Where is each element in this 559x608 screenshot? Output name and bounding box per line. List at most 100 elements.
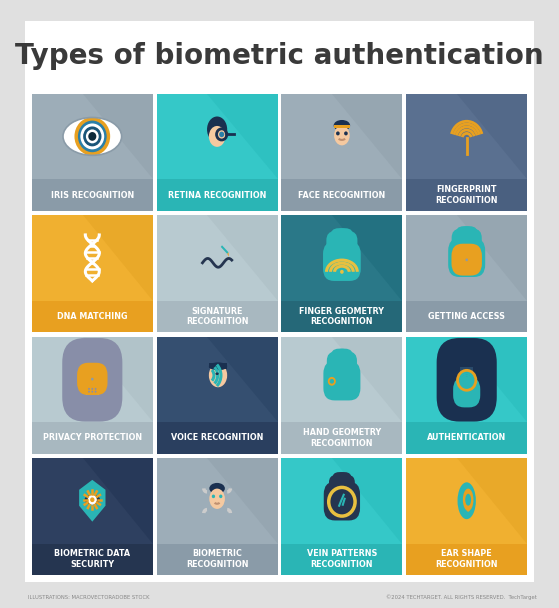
Text: FINGERPRINT
RECOGNITION: FINGERPRINT RECOGNITION: [435, 185, 498, 205]
FancyBboxPatch shape: [157, 215, 277, 300]
Circle shape: [80, 123, 104, 150]
Text: FACE RECOGNITION: FACE RECOGNITION: [299, 190, 386, 199]
FancyBboxPatch shape: [452, 229, 471, 260]
FancyBboxPatch shape: [335, 472, 352, 502]
FancyBboxPatch shape: [32, 179, 153, 211]
FancyBboxPatch shape: [77, 363, 107, 395]
Polygon shape: [332, 215, 402, 300]
Circle shape: [344, 131, 348, 136]
Circle shape: [91, 391, 93, 393]
Text: FINGER GEOMETRY
RECOGNITION: FINGER GEOMETRY RECOGNITION: [300, 306, 385, 326]
FancyBboxPatch shape: [324, 482, 360, 520]
FancyBboxPatch shape: [334, 348, 353, 383]
FancyBboxPatch shape: [406, 544, 527, 575]
Text: VEIN PATTERNS
RECOGNITION: VEIN PATTERNS RECOGNITION: [307, 550, 377, 569]
FancyBboxPatch shape: [157, 337, 277, 422]
Polygon shape: [457, 337, 527, 422]
Text: ©2024 TECHTARGET. ALL RIGHTS RESERVED.  TechTarget: ©2024 TECHTARGET. ALL RIGHTS RESERVED. T…: [386, 594, 537, 600]
FancyBboxPatch shape: [157, 179, 277, 211]
FancyBboxPatch shape: [448, 238, 485, 277]
FancyBboxPatch shape: [62, 338, 122, 421]
FancyBboxPatch shape: [453, 377, 480, 407]
FancyBboxPatch shape: [337, 351, 357, 383]
FancyBboxPatch shape: [329, 475, 345, 502]
FancyBboxPatch shape: [330, 348, 350, 383]
Circle shape: [90, 497, 94, 502]
Text: VOICE RECOGNITION: VOICE RECOGNITION: [171, 434, 263, 443]
FancyBboxPatch shape: [455, 226, 475, 260]
Ellipse shape: [209, 483, 225, 494]
FancyBboxPatch shape: [406, 179, 527, 211]
Circle shape: [330, 379, 334, 384]
Polygon shape: [207, 458, 277, 544]
FancyBboxPatch shape: [338, 231, 357, 263]
FancyBboxPatch shape: [281, 458, 402, 544]
Polygon shape: [227, 252, 229, 257]
Polygon shape: [457, 94, 527, 179]
Polygon shape: [207, 94, 277, 179]
FancyBboxPatch shape: [326, 231, 347, 263]
Polygon shape: [83, 215, 153, 300]
Ellipse shape: [465, 494, 471, 506]
FancyBboxPatch shape: [332, 472, 348, 502]
Polygon shape: [457, 458, 527, 544]
Circle shape: [219, 131, 224, 137]
Circle shape: [94, 391, 97, 393]
FancyBboxPatch shape: [437, 338, 497, 421]
Text: HAND GEOMETRY
RECOGNITION: HAND GEOMETRY RECOGNITION: [303, 428, 381, 447]
Text: EAR SHAPE
RECOGNITION: EAR SHAPE RECOGNITION: [435, 550, 498, 569]
FancyBboxPatch shape: [32, 458, 153, 544]
Circle shape: [86, 130, 99, 143]
Text: Types of biometric authentication: Types of biometric authentication: [15, 42, 544, 71]
FancyBboxPatch shape: [281, 215, 402, 300]
Text: BIOMETRIC
RECOGNITION: BIOMETRIC RECOGNITION: [186, 550, 248, 569]
Polygon shape: [79, 480, 106, 522]
Circle shape: [328, 377, 336, 385]
FancyBboxPatch shape: [157, 458, 277, 544]
Ellipse shape: [209, 126, 225, 147]
Ellipse shape: [209, 364, 227, 387]
FancyBboxPatch shape: [32, 300, 153, 332]
FancyBboxPatch shape: [281, 337, 402, 422]
FancyBboxPatch shape: [406, 215, 527, 300]
FancyBboxPatch shape: [25, 21, 534, 582]
Ellipse shape: [466, 506, 470, 512]
Circle shape: [340, 270, 344, 274]
FancyBboxPatch shape: [32, 544, 153, 575]
Polygon shape: [332, 337, 402, 422]
FancyBboxPatch shape: [334, 228, 354, 263]
Polygon shape: [83, 458, 153, 544]
FancyBboxPatch shape: [406, 300, 527, 332]
Circle shape: [88, 495, 97, 505]
Text: DNA MATCHING: DNA MATCHING: [57, 312, 127, 321]
Circle shape: [212, 494, 215, 498]
FancyBboxPatch shape: [281, 179, 402, 211]
Ellipse shape: [457, 482, 476, 519]
FancyBboxPatch shape: [339, 475, 355, 502]
Ellipse shape: [84, 495, 100, 505]
FancyBboxPatch shape: [281, 300, 402, 332]
FancyBboxPatch shape: [323, 242, 361, 281]
FancyBboxPatch shape: [324, 361, 361, 401]
FancyBboxPatch shape: [406, 94, 527, 179]
Polygon shape: [209, 363, 227, 369]
Circle shape: [336, 131, 340, 136]
FancyBboxPatch shape: [327, 351, 347, 383]
Text: SIGNATURE
RECOGNITION: SIGNATURE RECOGNITION: [186, 306, 248, 326]
FancyBboxPatch shape: [157, 544, 277, 575]
FancyBboxPatch shape: [157, 300, 277, 332]
FancyBboxPatch shape: [157, 422, 277, 454]
Ellipse shape: [334, 120, 350, 131]
FancyBboxPatch shape: [86, 367, 99, 395]
Polygon shape: [207, 337, 277, 422]
Text: IRIS RECOGNITION: IRIS RECOGNITION: [51, 190, 134, 199]
FancyBboxPatch shape: [452, 244, 482, 275]
FancyBboxPatch shape: [32, 337, 153, 422]
Polygon shape: [457, 215, 527, 300]
Circle shape: [466, 258, 468, 261]
Ellipse shape: [334, 125, 350, 145]
Circle shape: [94, 388, 97, 390]
Polygon shape: [83, 94, 153, 179]
Circle shape: [88, 391, 90, 393]
FancyBboxPatch shape: [281, 544, 402, 575]
